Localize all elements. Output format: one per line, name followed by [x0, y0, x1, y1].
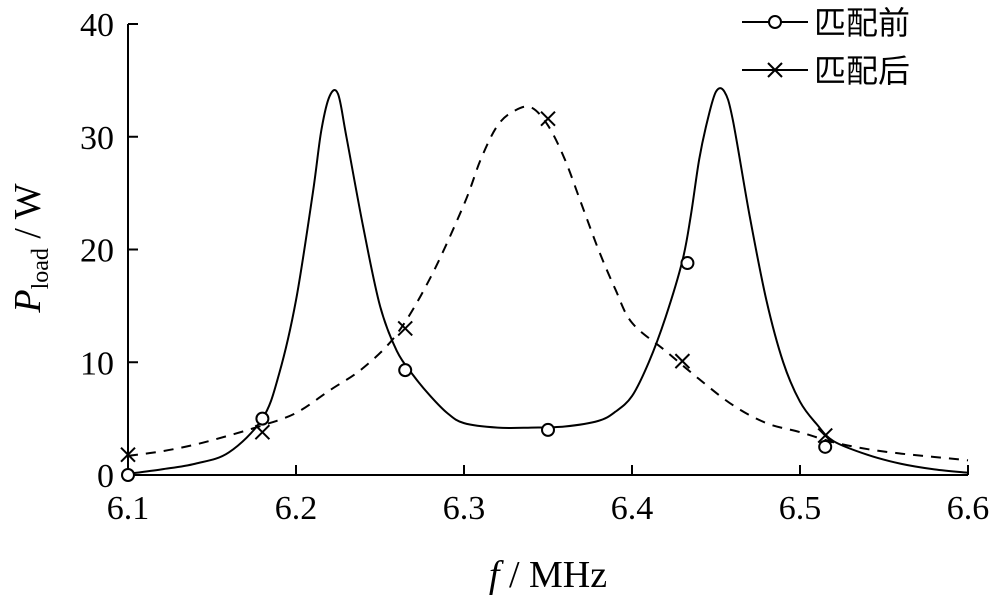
- x-tick-label: 6.6: [947, 490, 990, 527]
- series-2-marker: [674, 353, 691, 369]
- y-tick-label: 40: [80, 7, 114, 44]
- series-1-marker: [255, 411, 270, 426]
- y-tick-label: 0: [97, 458, 114, 495]
- legend-label: 匹配前: [814, 4, 910, 42]
- x-tick-label: 6.3: [443, 490, 486, 527]
- series-line-2: [127, 105, 969, 462]
- marker-stroke: [120, 446, 136, 463]
- marker-stroke: [540, 111, 556, 127]
- series-1-marker: [541, 422, 555, 437]
- series-line-1: [127, 87, 969, 475]
- x-tick-label: 6.1: [107, 490, 150, 527]
- marker-stroke: [767, 62, 783, 78]
- axes: 6.1 6.2 6.3 6.4 6.5 6.6 0 10 20 30 40: [80, 7, 989, 527]
- marker-stroke: [817, 427, 833, 444]
- marker-stroke: [674, 353, 691, 369]
- y-axis-label: Pload / W: [7, 183, 54, 313]
- x-tick-label: 6.4: [611, 490, 654, 527]
- legend-marker: [767, 62, 783, 78]
- series-2-marker: [120, 446, 136, 463]
- y-tick-label: 10: [80, 345, 114, 382]
- y-tick-label: 30: [80, 120, 114, 157]
- series-2-marker: [254, 424, 271, 440]
- y-tick-label: 20: [80, 233, 114, 270]
- marker-stroke: [397, 320, 413, 337]
- series-layer: [120, 87, 969, 482]
- series-2-marker: [540, 111, 556, 127]
- marker-stroke: [254, 424, 271, 440]
- series-1-marker: [680, 256, 695, 271]
- x-axis-label: f / MHz: [489, 554, 607, 596]
- series-2-marker: [817, 427, 833, 444]
- x-tick-label: 6.5: [779, 490, 822, 527]
- series-1-marker: [398, 363, 413, 378]
- legend-label: 匹配后: [814, 52, 910, 90]
- series-1-marker: [121, 468, 135, 482]
- series-1-marker: [818, 439, 833, 454]
- legend-marker: [768, 15, 782, 29]
- x-tick-label: 6.2: [275, 490, 318, 527]
- series-2-marker: [397, 320, 413, 337]
